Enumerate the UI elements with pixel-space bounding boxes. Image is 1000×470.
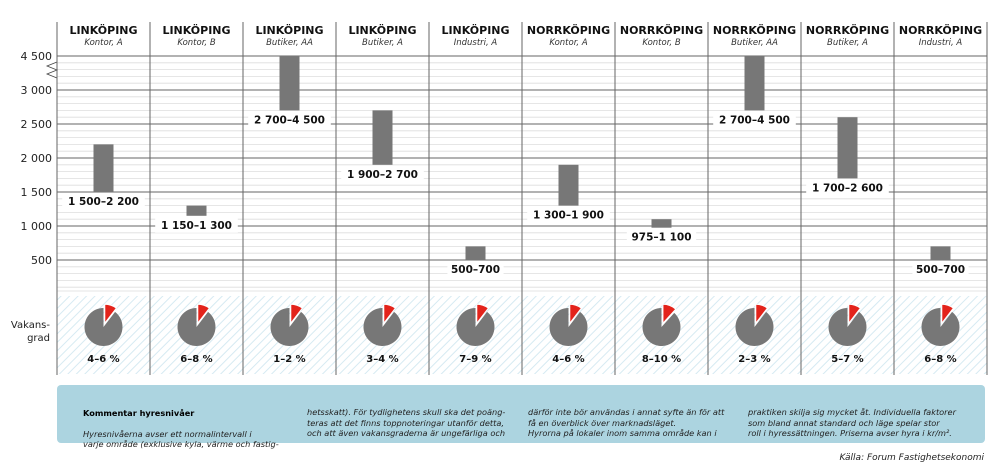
- column-type: Kontor, B: [177, 38, 216, 48]
- vacancy-value: 6–8 %: [924, 354, 956, 365]
- y-tick-label: 2 000: [21, 152, 53, 165]
- vacancy-slice: [290, 303, 304, 325]
- vacancy-slice: [848, 303, 862, 325]
- vacancy-value: 2–3 %: [738, 354, 770, 365]
- vacancy-pie: [177, 308, 216, 346]
- vacancy-pie: [642, 308, 681, 346]
- y-tick-label: 1 000: [21, 220, 53, 233]
- range-bar: [93, 144, 114, 192]
- column-type: Kontor, A: [549, 38, 588, 48]
- range-bar: [372, 110, 393, 165]
- rent-range-chart: 500 1 000 1 500 2 000 2 500 3 000 4 500 Vakans-…: [11, 22, 988, 375]
- bar-label-bg: [341, 165, 424, 182]
- bar-label-bg: [912, 261, 969, 277]
- y-tick-label: 2 500: [21, 118, 53, 131]
- axis-break-icon: [45, 61, 59, 79]
- bar-label-bg: [248, 111, 331, 128]
- range-bar: [930, 246, 951, 260]
- vacancy-slice: [104, 303, 118, 325]
- y-tick-label: 3 000: [21, 84, 53, 97]
- column-city: LINKÖPING: [255, 23, 323, 37]
- vacancy-pie: [456, 308, 495, 346]
- source-note: Källa: Forum Fastighetsekonomi: [839, 453, 984, 463]
- bar-label-bg: [155, 216, 238, 233]
- comment-col3: därför inte bör användas i annat syfte ä…: [528, 407, 725, 438]
- column-type: Kontor, B: [642, 38, 681, 48]
- column-city: NORRKÖPING: [899, 23, 982, 37]
- vacancy-pie: [270, 308, 309, 346]
- column-city: LINKÖPING: [441, 23, 509, 37]
- column-city: NORRKÖPING: [806, 23, 889, 37]
- vacancy-slice: [569, 303, 583, 325]
- range-bar: [465, 246, 486, 260]
- bar-label-bg: [713, 111, 796, 128]
- vacancy-pie: [921, 308, 960, 346]
- vacancy-slice: [941, 303, 955, 325]
- range-bar: [186, 205, 207, 216]
- vacancy-value: 4–6 %: [87, 354, 119, 365]
- column-type: Butiker, AA: [266, 38, 313, 48]
- bar-label: 500–700: [451, 264, 500, 276]
- vacancy-pie: [84, 308, 123, 346]
- column-city: LINKÖPING: [69, 23, 137, 37]
- vacancy-pie: [828, 308, 867, 346]
- column-city: NORRKÖPING: [620, 23, 703, 37]
- vacancy-value: 3–4 %: [366, 354, 398, 365]
- vacancy-value: 4–6 %: [552, 354, 584, 365]
- vacancy-slice: [383, 303, 397, 325]
- comment-title: Kommentar hyresnivåer: [83, 407, 195, 418]
- bar-label: 1 150–1 300: [161, 220, 232, 232]
- vacancy-value: 6–8 %: [180, 354, 212, 365]
- column-city: LINKÖPING: [348, 23, 416, 37]
- range-bar: [651, 219, 672, 228]
- y-tick-label: 500: [31, 254, 52, 267]
- column-type: Kontor, A: [84, 38, 123, 48]
- vacancy-value: 7–9 %: [459, 354, 491, 365]
- column-type: Butiker, A: [362, 38, 403, 48]
- vacancy-value: 1–2 %: [273, 354, 305, 365]
- vacancy-slice: [662, 303, 677, 325]
- bar-label: 1 500–2 200: [68, 196, 139, 208]
- vacancy-slice: [476, 303, 490, 325]
- comment-box: Kommentar hyresnivåer Hyresnivåerna avse…: [57, 385, 985, 449]
- bar-label-bg: [806, 179, 889, 196]
- column-type: Butiker, A: [827, 38, 868, 48]
- bar-label-bg: [527, 206, 610, 223]
- column-city: NORRKÖPING: [527, 23, 610, 37]
- column-type: Butiker, AA: [731, 38, 778, 48]
- bar-label: 1 900–2 700: [347, 169, 418, 181]
- column-city: LINKÖPING: [162, 23, 230, 37]
- bar-label: 500–700: [916, 264, 965, 276]
- vacancy-pie: [735, 308, 774, 346]
- comment-col1: Hyresnivåerna avser ett normalintervall …: [83, 428, 279, 450]
- vacancy-slice: [755, 303, 769, 325]
- y-tick-label: 4 500: [21, 50, 53, 63]
- comment-col4: praktiken skilja sig mycket åt. Individu…: [748, 407, 956, 438]
- vacancy-value: 5–7 %: [831, 354, 863, 365]
- range-bar: [744, 56, 765, 111]
- bar-label: 2 700–4 500: [719, 114, 790, 126]
- vacancy-value: 8–10 %: [642, 354, 681, 365]
- bar-label-bg: [62, 193, 145, 209]
- bar-label: 1 300–1 900: [533, 210, 604, 222]
- bar-label: 1 700–2 600: [812, 182, 883, 194]
- comment-col2: hetsskatt). För tydlighetens skull ska d…: [307, 407, 506, 438]
- range-bar: [279, 56, 300, 111]
- range-bar: [558, 164, 579, 206]
- bar-label-bg: [626, 228, 697, 245]
- vacancy-label: grad: [27, 333, 50, 344]
- bar-label-bg: [447, 261, 504, 277]
- column-type: Industri, A: [454, 38, 498, 48]
- vacancy-slice: [197, 303, 211, 325]
- vacancy-label: Vakans-: [11, 320, 50, 331]
- vacancy-pie: [363, 308, 402, 346]
- y-tick-label: 1 500: [21, 186, 53, 199]
- bar-label: 975–1 100: [631, 232, 691, 244]
- bar-label: 2 700–4 500: [254, 114, 325, 126]
- column-type: Industri, A: [919, 38, 963, 48]
- column-city: NORRKÖPING: [713, 23, 796, 37]
- range-bar: [837, 117, 858, 179]
- vacancy-pie: [549, 308, 588, 346]
